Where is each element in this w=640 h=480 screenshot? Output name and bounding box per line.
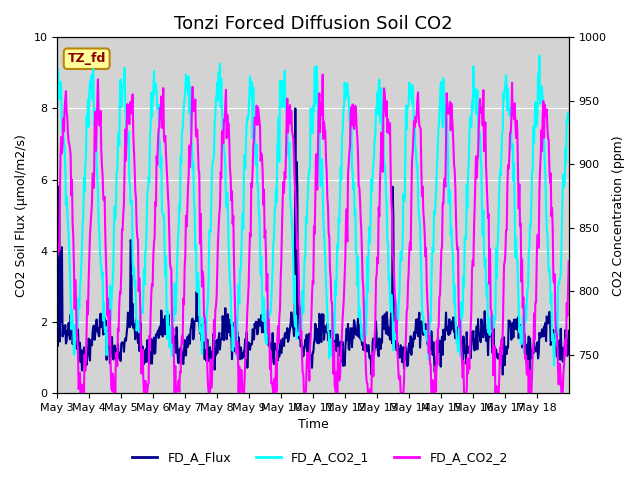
FD_A_CO2_2 [367, 386, 374, 392]
FD_A_Flux [366, 356, 374, 361]
FD_A_Flux [53, 339, 61, 345]
FD_A_CO2_1 [207, 197, 215, 203]
FD_A_CO2_1 [536, 53, 543, 59]
FD_A_Flux [207, 349, 215, 355]
FD_A_CO2_2 [396, 376, 403, 382]
FD_A_CO2_2 [77, 390, 84, 396]
FD_A_CO2_1 [365, 224, 373, 230]
Y-axis label: CO2 Soil Flux (μmol/m2/s): CO2 Soil Flux (μmol/m2/s) [15, 134, 28, 297]
FD_A_CO2_2 [565, 259, 573, 264]
FD_A_CO2_1 [565, 119, 573, 125]
FD_A_CO2_2 [53, 255, 61, 261]
Text: TZ_fd: TZ_fd [67, 52, 106, 65]
FD_A_Flux [395, 348, 403, 353]
FD_A_CO2_1 [113, 168, 121, 174]
FD_A_CO2_2 [319, 72, 326, 77]
FD_A_CO2_1 [233, 351, 241, 357]
FD_A_CO2_2 [253, 103, 260, 108]
Line: FD_A_CO2_2: FD_A_CO2_2 [57, 74, 569, 393]
FD_A_CO2_2 [234, 339, 241, 345]
FD_A_Flux [113, 349, 121, 355]
X-axis label: Time: Time [298, 419, 328, 432]
Y-axis label: CO2 Concentration (ppm): CO2 Concentration (ppm) [612, 135, 625, 296]
FD_A_CO2_1 [394, 317, 402, 323]
Title: Tonzi Forced Diffusion Soil CO2: Tonzi Forced Diffusion Soil CO2 [173, 15, 452, 33]
FD_A_CO2_1 [53, 105, 61, 111]
FD_A_Flux [499, 372, 506, 377]
FD_A_CO2_2 [208, 373, 216, 379]
FD_A_Flux [565, 328, 573, 334]
FD_A_Flux [252, 319, 260, 324]
FD_A_Flux [291, 106, 299, 111]
FD_A_CO2_1 [252, 162, 260, 168]
Legend: FD_A_Flux, FD_A_CO2_1, FD_A_CO2_2: FD_A_Flux, FD_A_CO2_1, FD_A_CO2_2 [127, 446, 513, 469]
FD_A_CO2_2 [114, 325, 122, 331]
FD_A_Flux [233, 338, 241, 344]
FD_A_CO2_1 [550, 363, 558, 369]
Line: FD_A_CO2_1: FD_A_CO2_1 [57, 56, 569, 366]
Line: FD_A_Flux: FD_A_Flux [57, 108, 569, 374]
